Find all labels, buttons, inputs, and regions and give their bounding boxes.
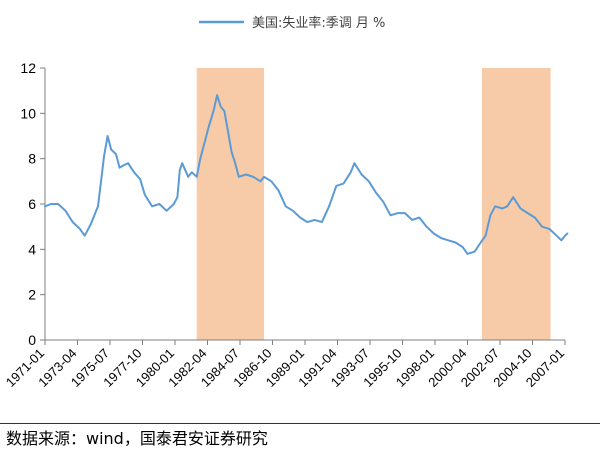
- y-tick-label: 6: [28, 196, 36, 212]
- legend-label: 美国:失业率:季调 月 %: [252, 15, 385, 31]
- y-tick-label: 12: [20, 60, 36, 76]
- series-line-1: [44, 94, 569, 255]
- x-tick-labels: 1971-011973-041975-071977-101980-011982-…: [3, 346, 567, 390]
- series-layer: [44, 94, 569, 255]
- unemployment-line-chart: 美国:失业率:季调 月 % 0 2 4 6 8 10 12 1971-011973-0419…: [3, 15, 569, 390]
- shaded-periods: [196, 68, 551, 340]
- y-tick-label: 10: [20, 105, 36, 121]
- shaded-period-2: [481, 68, 551, 340]
- source-note: 数据来源：wind，国泰君安证券研究: [6, 429, 268, 448]
- source-divider: [0, 423, 600, 424]
- y-tick-label: 0: [28, 332, 36, 348]
- shaded-period-1: [196, 68, 265, 340]
- y-tick-label: 8: [28, 151, 36, 167]
- legend: 美国:失业率:季调 月 %: [199, 15, 385, 31]
- y-tick-labels: 0 2 4 6 8 10 12: [20, 60, 36, 348]
- axes: [40, 67, 566, 345]
- y-tick-label: 2: [28, 287, 36, 303]
- y-tick-label: 4: [28, 241, 36, 257]
